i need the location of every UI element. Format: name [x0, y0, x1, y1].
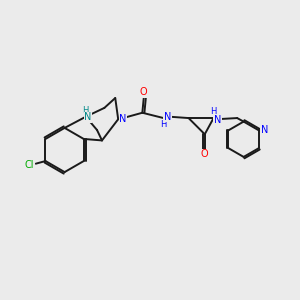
Text: N: N — [214, 115, 221, 124]
Text: N: N — [85, 112, 92, 122]
Text: H: H — [82, 106, 88, 115]
Text: O: O — [140, 87, 148, 97]
Text: N: N — [164, 112, 171, 122]
Text: N: N — [260, 125, 268, 135]
Text: H: H — [210, 107, 217, 116]
Text: Cl: Cl — [25, 160, 34, 170]
Text: O: O — [201, 149, 208, 159]
Text: H: H — [160, 120, 167, 129]
Text: N: N — [119, 114, 127, 124]
